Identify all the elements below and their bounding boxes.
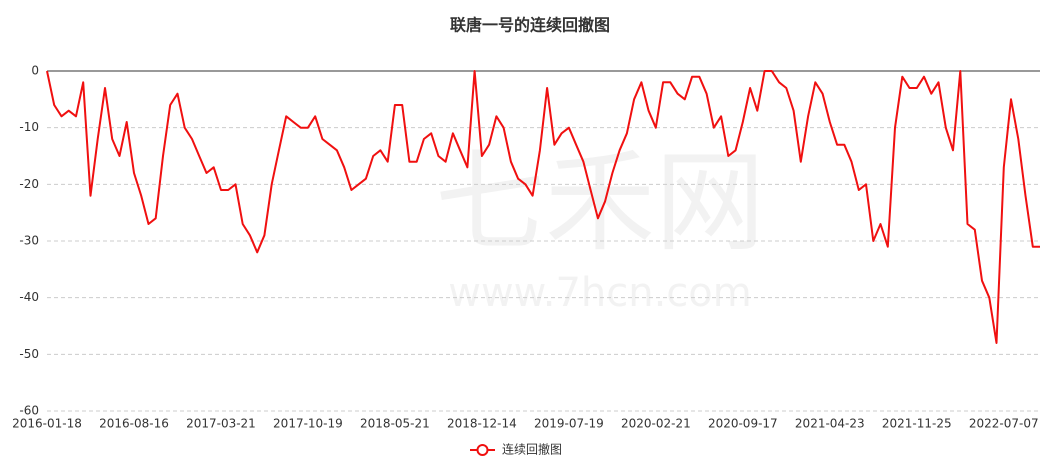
watermark-url: www.7hcn.com xyxy=(448,270,751,316)
x-tick-label: 2021-04-23 xyxy=(795,417,865,431)
legend-label: 连续回撤图 xyxy=(502,442,562,457)
watermark: 七禾网 xyxy=(435,138,765,266)
y-tick-label: -20 xyxy=(19,177,39,191)
line xyxy=(46,70,1040,344)
x-tick-label: 2017-10-19 xyxy=(273,417,343,431)
x-tick-label: 2021-11-25 xyxy=(882,417,952,431)
x-tick-label: 2017-03-21 xyxy=(186,417,256,431)
x-tick-label: 2020-02-21 xyxy=(621,417,691,431)
x-tick-label: 2019-07-19 xyxy=(534,417,604,431)
x-tick-label: 2018-12-14 xyxy=(447,417,517,431)
y-tick-label: -10 xyxy=(19,120,39,134)
x-tick-label: 2016-01-18 xyxy=(12,417,82,431)
x-tick-label: 2016-08-16 xyxy=(99,417,169,431)
x-tick-label: 2018-05-21 xyxy=(360,417,430,431)
y-tick-label: 0 xyxy=(31,64,39,78)
chart-title: 联唐一号的连续回撤图 xyxy=(450,16,610,35)
x-tick-label: 2020-09-17 xyxy=(708,417,778,431)
y-tick-label: -60 xyxy=(19,404,39,418)
y-tick-label: -30 xyxy=(19,234,39,248)
legend-marker xyxy=(476,444,489,456)
x-tick-label: 2022-07-07 xyxy=(969,417,1039,431)
y-tick-label: -50 xyxy=(19,347,39,361)
y-tick-label: -40 xyxy=(19,290,39,304)
